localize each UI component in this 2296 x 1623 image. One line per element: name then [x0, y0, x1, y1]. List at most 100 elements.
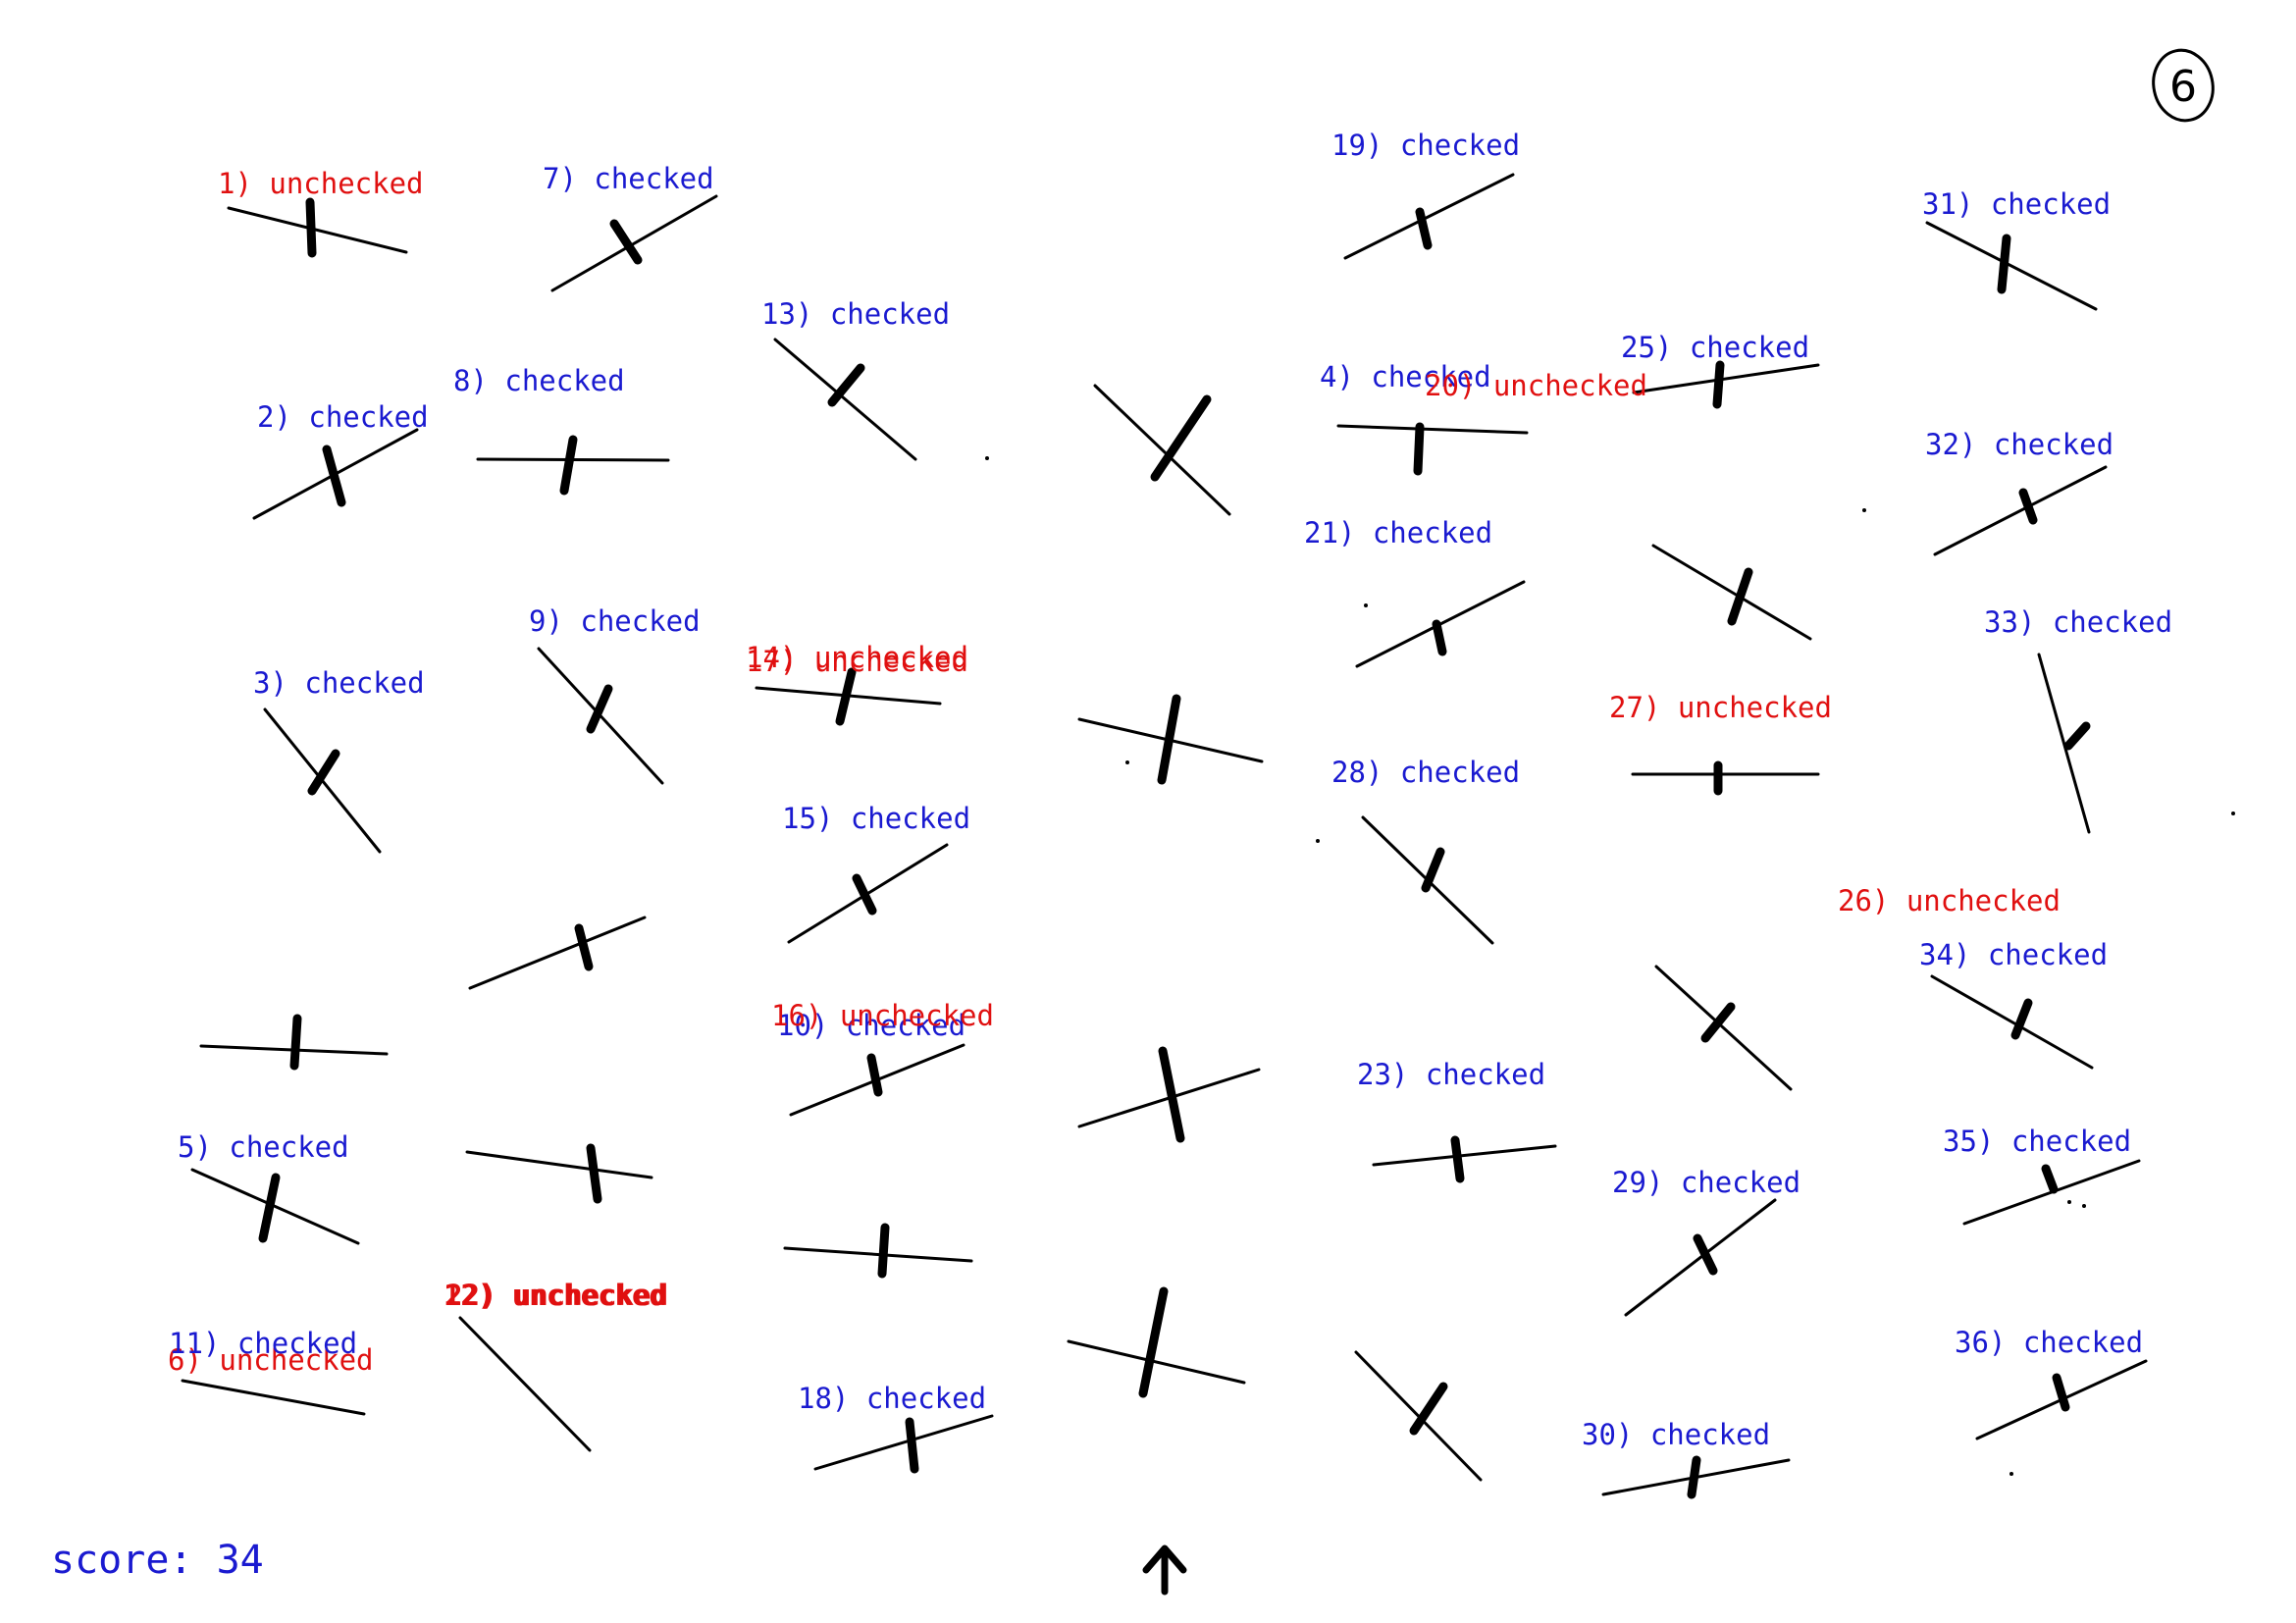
stroke-label-1: 1) unchecked	[218, 167, 424, 200]
cross-mark	[866, 1053, 883, 1097]
stroke-label-23: 23) checked	[1357, 1058, 1545, 1091]
stroke-line	[468, 916, 647, 990]
stroke-label-16: 16) unchecked	[771, 999, 994, 1032]
cross-mark	[307, 749, 340, 796]
ink-speck	[2009, 1472, 2013, 1476]
stroke-label-15: 15) checked	[782, 802, 970, 835]
cross-mark	[305, 197, 317, 258]
stroke-line	[1354, 1350, 1483, 1482]
stroke-line	[1925, 221, 2098, 311]
page-number-badge: 6	[2152, 48, 2215, 123]
stroke-label-32: 32) checked	[1925, 428, 2113, 461]
ink-speck	[2082, 1204, 2086, 1208]
ink-speck	[2067, 1200, 2071, 1204]
cross-mark	[1450, 1135, 1465, 1183]
stroke-line	[1930, 974, 2094, 1070]
cross-mark	[852, 873, 877, 916]
up-arrow-icon	[1142, 1544, 1187, 1596]
stroke-label-22: 22) unchecked	[445, 1279, 668, 1312]
stroke-line	[227, 206, 408, 254]
stroke-label-31: 31) checked	[1922, 187, 2111, 221]
cross-mark	[1413, 422, 1425, 476]
cross-mark	[1700, 1002, 1736, 1043]
stroke-label-18: 18) checked	[798, 1382, 986, 1415]
stroke-line	[1067, 1339, 1246, 1385]
stroke-line	[465, 1150, 653, 1179]
stroke-label-12: 12) unchecked	[444, 1279, 666, 1312]
stroke-line	[1336, 424, 1529, 435]
stroke-label-33: 33) checked	[1984, 605, 2172, 639]
cross-mark	[835, 667, 857, 726]
stroke-line	[783, 1246, 973, 1263]
cross-mark	[1997, 234, 2011, 294]
stroke-label-26: 26) unchecked	[1838, 884, 2061, 917]
stroke-line	[1624, 1198, 1777, 1317]
stroke-label-17: 17) unchecked	[746, 645, 968, 678]
cross-mark	[609, 219, 643, 265]
cross-mark	[1409, 1382, 1448, 1436]
cross-mark	[1687, 1455, 1701, 1499]
cross-mark	[559, 435, 578, 496]
stroke-line	[1933, 465, 2108, 556]
stroke-label-21: 21) checked	[1304, 516, 1492, 550]
stroke-label-13: 13) checked	[761, 297, 950, 331]
stroke-label-29: 29) checked	[1612, 1166, 1800, 1199]
stroke-layer	[181, 173, 2235, 1499]
ink-speck	[1364, 603, 1368, 607]
cross-mark	[1415, 207, 1433, 250]
cross-mark	[2052, 1373, 2070, 1412]
stroke-line	[2037, 653, 2091, 834]
stroke-label-11: 11) checked	[169, 1327, 357, 1360]
stroke-label-19: 19) checked	[1331, 129, 1520, 162]
cross-mark	[322, 445, 346, 507]
cross-mark	[2063, 721, 2091, 751]
cross-mark	[1421, 847, 1445, 893]
stroke-label-9: 9) checked	[529, 604, 701, 638]
cross-mark	[1157, 694, 1181, 785]
cross-mark	[574, 923, 594, 971]
stroke-label-30: 30) checked	[1582, 1418, 1770, 1451]
ink-speck	[985, 456, 989, 460]
ink-speck	[1125, 760, 1129, 764]
cross-mark	[827, 363, 865, 407]
stroke-label-20: 20) unchecked	[1425, 369, 1647, 402]
stroke-label-34: 34) checked	[1919, 938, 2108, 971]
stroke-line	[1632, 363, 1820, 394]
ink-speck	[1316, 839, 1320, 843]
cross-mark	[1712, 360, 1725, 409]
ink-speck	[1862, 508, 1866, 512]
cross-mark	[586, 1143, 602, 1204]
ink-speck	[2231, 812, 2235, 815]
cross-mark	[1693, 1233, 1718, 1276]
cross-mark	[2018, 488, 2038, 525]
cross-mark	[1432, 619, 1447, 656]
stroke-line	[1651, 544, 1812, 641]
cross-mark	[1158, 1046, 1185, 1143]
stroke-label-27: 27) unchecked	[1609, 691, 1832, 724]
label-layer: 1) unchecked 2) checked 3) checked 4) check…	[168, 129, 2172, 1451]
cross-mark	[2041, 1164, 2059, 1194]
stroke-label-36: 36) checked	[1955, 1326, 2143, 1359]
stroke-line	[458, 1316, 592, 1452]
stroke-label-14: 14) unchecked	[746, 641, 968, 674]
stroke-line	[813, 1414, 994, 1471]
cross-mark	[258, 1173, 281, 1243]
stroke-label-25: 25) checked	[1621, 331, 1809, 364]
stroke-label-28: 28) checked	[1331, 756, 1520, 789]
stroke-line	[1372, 1144, 1557, 1167]
stroke-label-35: 35) checked	[1943, 1125, 2131, 1158]
cross-mark	[289, 1014, 302, 1071]
score-text: score: 34	[51, 1538, 264, 1583]
cross-mark	[586, 684, 613, 734]
stroke-label-4: 4) checked	[1320, 360, 1491, 393]
stroke-line	[550, 194, 718, 292]
stroke-line	[181, 1379, 366, 1416]
stroke-label-10: 10) checked	[777, 1009, 965, 1042]
cross-mark	[877, 1223, 890, 1279]
stroke-label-5: 5) checked	[178, 1130, 349, 1164]
page-number: 6	[2169, 62, 2197, 112]
stroke-line	[773, 338, 917, 461]
cross-mark	[905, 1417, 919, 1474]
stroke-line	[1093, 384, 1231, 516]
